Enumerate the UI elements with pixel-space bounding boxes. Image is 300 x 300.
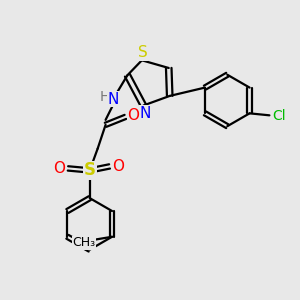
Text: H: H: [99, 90, 110, 104]
Text: N: N: [140, 106, 151, 121]
Text: CH₃: CH₃: [73, 236, 96, 249]
Text: S: S: [84, 161, 96, 179]
Text: Cl: Cl: [272, 109, 286, 123]
Text: N: N: [108, 92, 119, 106]
Text: O: O: [112, 159, 124, 174]
Text: O: O: [53, 161, 65, 176]
Text: S: S: [138, 45, 148, 60]
Text: O: O: [127, 108, 139, 123]
